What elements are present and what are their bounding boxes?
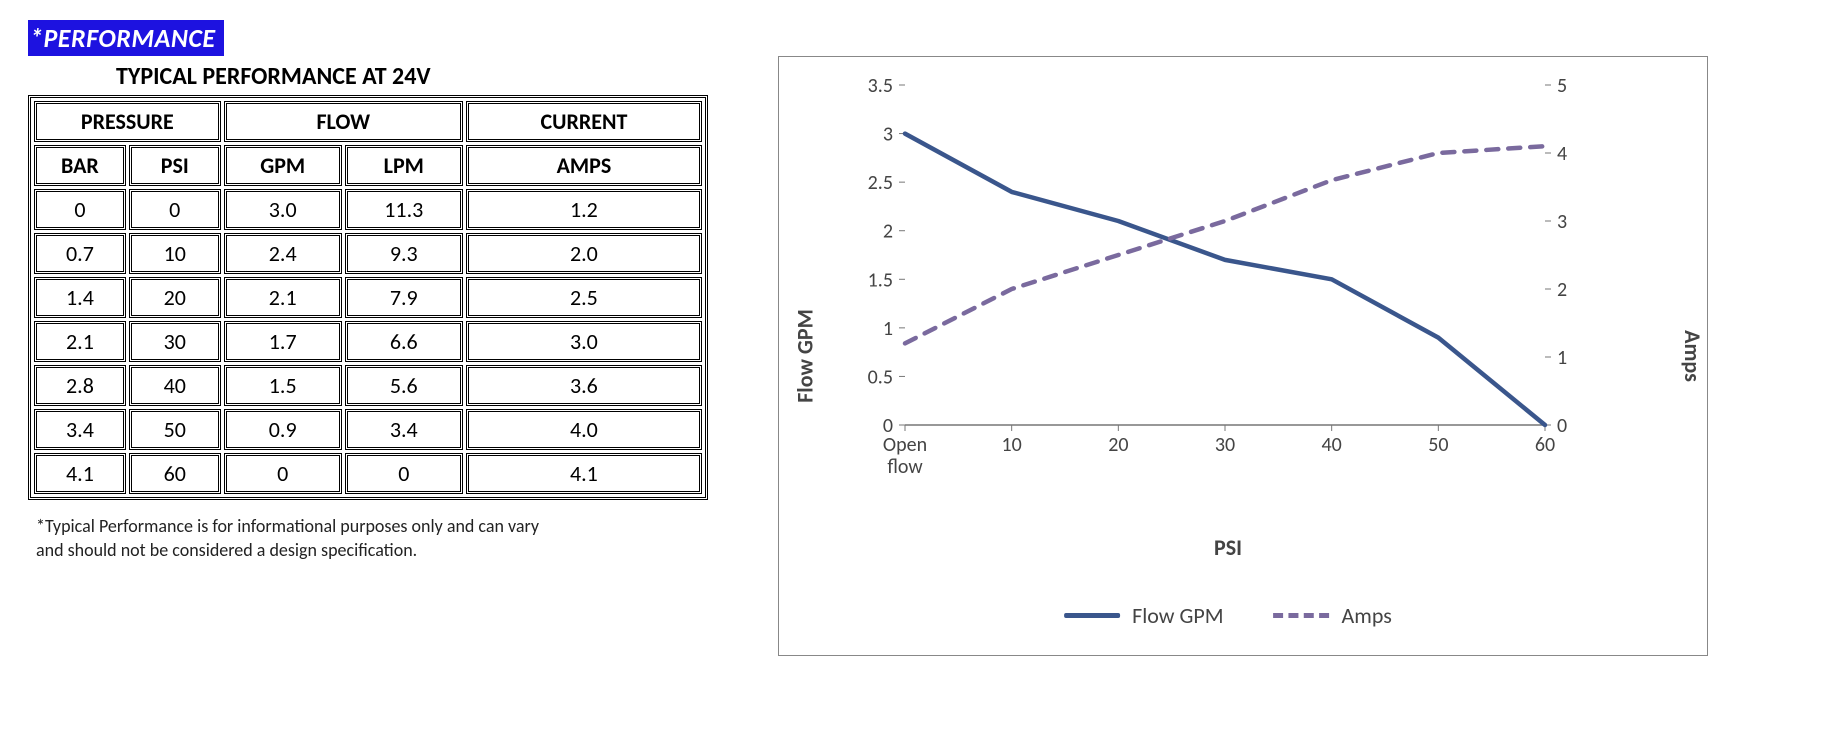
svg-text:3: 3 xyxy=(883,123,893,147)
table-cell: 0 xyxy=(345,453,463,494)
table-cell: 3.0 xyxy=(466,321,702,362)
table-cell: 1.7 xyxy=(224,321,342,362)
x-axis-title: PSI xyxy=(1214,534,1242,561)
table-cell: 30 xyxy=(129,321,221,362)
table-cell: 9.3 xyxy=(345,233,463,274)
table-cell: 6.6 xyxy=(345,321,463,362)
table-row: 2.1301.76.63.0 xyxy=(34,321,702,362)
footnote: *Typical Performance is for informationa… xyxy=(28,514,708,563)
table-cell: 2.5 xyxy=(466,277,702,318)
table-group-header: CURRENT xyxy=(466,101,702,142)
table-cell: 4.1 xyxy=(34,453,126,494)
y-right-axis-title: Amps xyxy=(1680,330,1707,382)
table-cell: 10 xyxy=(129,233,221,274)
svg-text:4: 4 xyxy=(1557,142,1567,166)
table-cell: 60 xyxy=(129,453,221,494)
content-row: TYPICAL PERFORMANCE AT 24V PRESSUREFLOWC… xyxy=(28,56,1805,656)
table-row: 0.7102.49.32.0 xyxy=(34,233,702,274)
table-cell: 50 xyxy=(129,409,221,450)
table-cell: 7.9 xyxy=(345,277,463,318)
table-cell: 20 xyxy=(129,277,221,318)
svg-text:0.5: 0.5 xyxy=(868,365,893,389)
table-row: 1.4202.17.92.5 xyxy=(34,277,702,318)
table-cell: 40 xyxy=(129,365,221,406)
table-cell: 0 xyxy=(224,453,342,494)
svg-text:60: 60 xyxy=(1535,433,1555,457)
svg-text:3.5: 3.5 xyxy=(868,75,893,98)
chart-frame: 00.511.522.533.5012345Openflow1020304050… xyxy=(778,56,1708,656)
table-cell: 2.4 xyxy=(224,233,342,274)
table-sub-header: BAR xyxy=(34,145,126,186)
table-cell: 0 xyxy=(34,189,126,230)
table-row: 4.160004.1 xyxy=(34,453,702,494)
svg-text:30: 30 xyxy=(1215,433,1235,457)
svg-text:1.5: 1.5 xyxy=(868,268,893,292)
svg-text:5: 5 xyxy=(1557,75,1567,98)
table-sub-header: LPM xyxy=(345,145,463,186)
svg-text:1: 1 xyxy=(883,317,893,341)
svg-text:Open: Open xyxy=(883,433,927,457)
svg-text:10: 10 xyxy=(1002,433,1022,457)
table-sub-header: PSI xyxy=(129,145,221,186)
legend-item-amps: Amps xyxy=(1274,602,1392,629)
svg-text:40: 40 xyxy=(1322,433,1342,457)
table-sub-header: AMPS xyxy=(466,145,702,186)
table-cell: 3.0 xyxy=(224,189,342,230)
table-cell: 0.7 xyxy=(34,233,126,274)
legend-item-flow: Flow GPM xyxy=(1064,602,1223,629)
table-cell: 2.1 xyxy=(34,321,126,362)
table-cell: 2.1 xyxy=(224,277,342,318)
svg-text:2: 2 xyxy=(883,220,893,244)
svg-text:2.5: 2.5 xyxy=(868,171,893,195)
table-cell: 1.2 xyxy=(466,189,702,230)
svg-text:2: 2 xyxy=(1557,278,1567,302)
table-cell: 5.6 xyxy=(345,365,463,406)
table-cell: 2.8 xyxy=(34,365,126,406)
table-row: 2.8401.55.63.6 xyxy=(34,365,702,406)
table-row: 003.011.31.2 xyxy=(34,189,702,230)
table-row: 3.4500.93.44.0 xyxy=(34,409,702,450)
table-cell: 3.4 xyxy=(34,409,126,450)
legend-label: Amps xyxy=(1342,602,1392,629)
chart-area: 00.511.522.533.5012345Openflow1020304050… xyxy=(809,75,1647,637)
y-left-axis-title: Flow GPM xyxy=(792,309,819,403)
svg-text:flow: flow xyxy=(887,455,923,479)
table-cell: 2.0 xyxy=(466,233,702,274)
table-cell: 4.0 xyxy=(466,409,702,450)
table-cell: 3.4 xyxy=(345,409,463,450)
table-head: PRESSUREFLOWCURRENT BARPSIGPMLPMAMPS xyxy=(34,101,702,186)
legend-swatch-dash xyxy=(1274,613,1330,618)
table-cell: 0 xyxy=(129,189,221,230)
performance-table: PRESSUREFLOWCURRENTBARPSIGPMLPMAMPS 003.… xyxy=(28,95,708,500)
chart-column: 00.511.522.533.5012345Openflow1020304050… xyxy=(778,56,1708,656)
table-body: 003.011.31.20.7102.49.32.01.4202.17.92.5… xyxy=(34,189,702,494)
table-column: TYPICAL PERFORMANCE AT 24V PRESSUREFLOWC… xyxy=(28,56,708,563)
table-cell: 1.4 xyxy=(34,277,126,318)
table-title: TYPICAL PERFORMANCE AT 24V xyxy=(116,62,708,91)
legend-swatch-solid xyxy=(1064,613,1120,618)
table-cell: 4.1 xyxy=(466,453,702,494)
table-cell: 3.6 xyxy=(466,365,702,406)
svg-text:1: 1 xyxy=(1557,346,1567,370)
svg-text:20: 20 xyxy=(1108,433,1128,457)
table-group-header: PRESSURE xyxy=(34,101,221,142)
chart-legend: Flow GPM Amps xyxy=(1064,602,1392,629)
table-cell: 1.5 xyxy=(224,365,342,406)
svg-text:50: 50 xyxy=(1428,433,1448,457)
table-cell: 0.9 xyxy=(224,409,342,450)
table-cell: 11.3 xyxy=(345,189,463,230)
svg-text:0: 0 xyxy=(1557,414,1567,438)
section-tag: *PERFORMANCE xyxy=(28,20,224,56)
legend-label: Flow GPM xyxy=(1132,602,1223,629)
svg-text:3: 3 xyxy=(1557,210,1567,234)
table-sub-header: GPM xyxy=(224,145,342,186)
table-group-header: FLOW xyxy=(224,101,463,142)
